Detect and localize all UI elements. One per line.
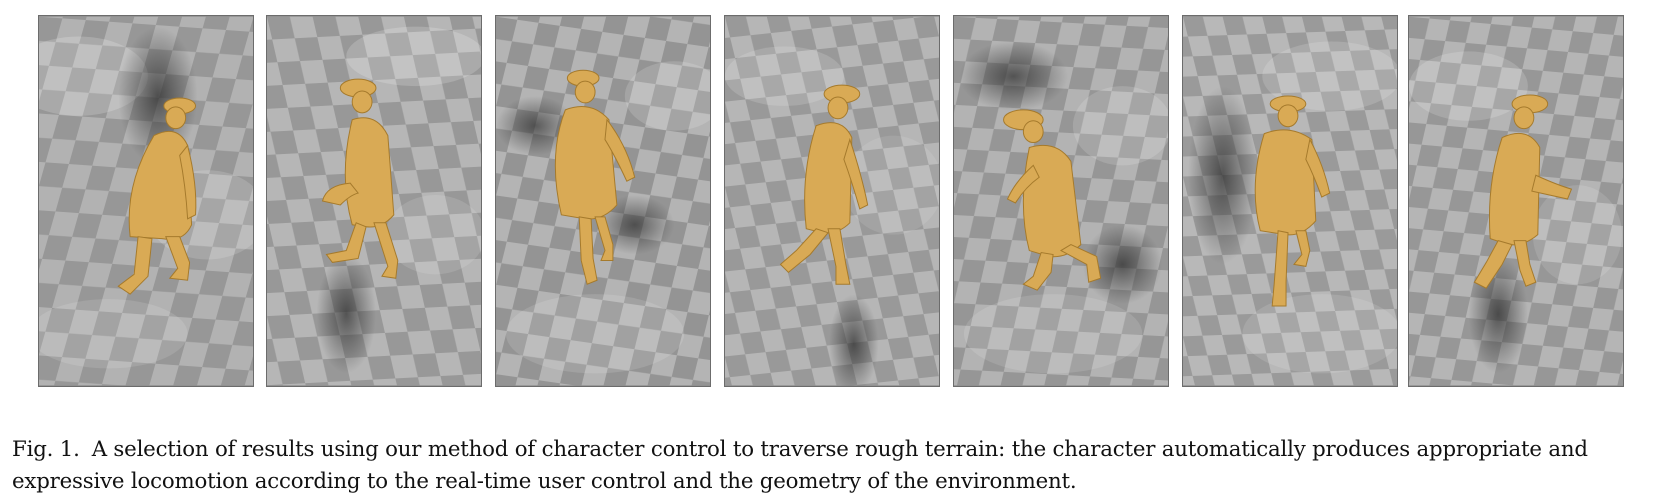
terrain-render-1 — [39, 16, 253, 386]
figure-caption: Fig. 1. A selection of results using our … — [12, 434, 1652, 498]
terrain-render-3 — [496, 16, 710, 386]
terrain-render-2 — [267, 16, 481, 386]
character-figure — [1254, 95, 1331, 307]
character-figure — [779, 84, 869, 285]
figure-panel-6 — [1182, 15, 1398, 387]
terrain-render-6 — [1183, 16, 1397, 386]
character-figure — [554, 69, 636, 285]
figure-caption-text: A selection of results using our method … — [12, 437, 1588, 494]
figure-image-strip — [38, 15, 1624, 387]
figure-panel-1 — [38, 15, 254, 387]
figure-panel-7 — [1408, 15, 1624, 387]
terrain-render-7 — [1409, 16, 1623, 386]
character-figure — [117, 97, 197, 295]
character-figure — [1473, 94, 1573, 289]
figure-label: Fig. 1. — [12, 437, 80, 462]
figure-panel-2 — [266, 15, 482, 387]
terrain-render-4 — [725, 16, 939, 386]
character-figure — [1003, 109, 1102, 291]
terrain-render-5 — [954, 16, 1168, 386]
figure-panel-4 — [724, 15, 940, 387]
figure-panel-3 — [495, 15, 711, 387]
character-figure — [321, 78, 399, 279]
figure-panel-5 — [953, 15, 1169, 387]
